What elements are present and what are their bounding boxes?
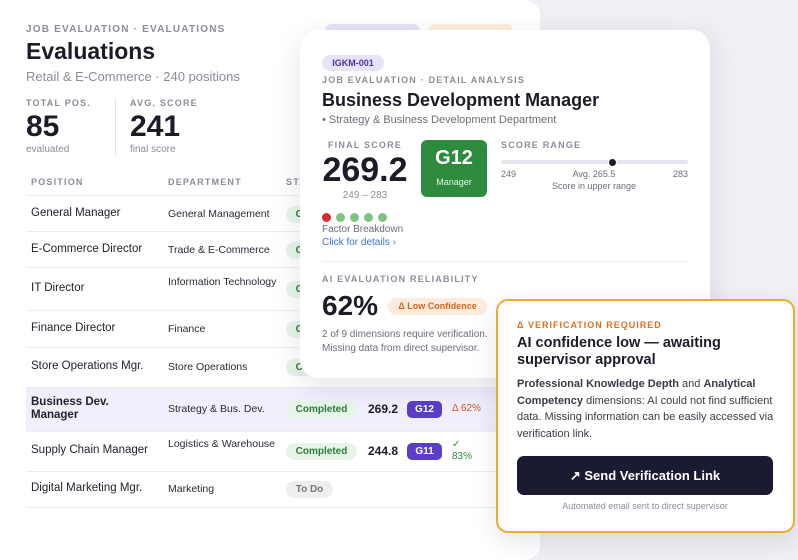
column-header: DEPARTMENT [168,177,242,187]
status-pill: Completed [286,443,357,460]
score: 269.2 [368,402,399,416]
factor-dot [350,213,359,222]
row-divider [26,231,540,232]
factor-label: Factor Breakdown [322,224,404,235]
score-range: 249 – 283 [342,190,388,201]
row-divider [26,507,540,508]
factor-dot [378,213,387,222]
grade-box [421,140,487,197]
grade: G12 [435,147,473,169]
factor-dot [364,213,373,222]
subtitle: Retail & E-Commerce · 240 positions [26,69,240,84]
position: Store Operations Mgr. [31,360,144,372]
verification-title: AI confidence low — awaiting supervisor … [517,335,721,368]
stat-value: 85 [26,110,60,143]
department: Finance [168,322,206,335]
status-pill: Completed [286,401,357,418]
stat-label: TOTAL POS. [26,98,92,108]
range-max: 283 [672,169,688,179]
footnote: Automated email sent to direct superviso… [562,501,728,511]
code-badge: IGKM-001 [322,55,384,71]
grade-name: Manager [436,177,472,187]
row-divider [26,387,540,388]
range-marker [608,158,617,167]
row-divider [26,347,540,348]
range-min: 249 [501,169,517,179]
range-track [501,160,688,164]
breadcrumb: JOB EVALUATION · EVALUATIONS [26,24,226,35]
send-button[interactable]: ↗ Send Verification Link [517,456,773,495]
stat-value: 241 [130,110,181,143]
confidence-badge: Δ Low Confidence [388,298,487,315]
department: Information Technology [168,276,277,288]
range-label: SCORE RANGE [501,140,582,150]
confidence: ✓ 83% [452,439,473,462]
row-divider [26,195,540,196]
reliability: 62% [322,290,379,321]
stat-note: final score [130,144,176,155]
divider [322,261,688,262]
reliability-note: 2 of 9 dimensions require verification. … [322,329,488,354]
row-divider [26,267,540,268]
position: Finance Director [31,322,116,334]
column-header: POSITION [31,177,84,187]
position: IT Director [31,282,85,294]
status-pill: To Do [286,481,333,498]
score-label: FINAL SCORE [327,140,403,150]
department: Logistics & Warehouse [168,438,275,450]
row-divider [26,310,540,311]
position: E-Commerce Director [31,243,143,255]
strong-text: Professional Knowledge Depth [517,378,679,390]
department: General Management [168,207,270,220]
department: Marketing [168,482,215,495]
position: Digital Marketing Mgr. [31,482,143,494]
verification-body: Professional Knowledge Depth and Analyti… [517,376,775,442]
verification-tag: Δ VERIFICATION REQUIRED [517,320,662,330]
divider [115,98,116,156]
grade-badge: G11 [407,443,442,460]
department: Store Operations [168,360,248,373]
stat-note: evaluated [26,144,70,155]
detail-title: Business Development Manager [322,90,600,110]
factor-dot [322,213,331,222]
position: Supply Chain Manager [31,444,148,456]
page-title: Evaluations [26,38,156,64]
final-score: 269.2 [322,151,408,189]
strong-text: Analytical Competency [517,378,756,407]
breadcrumb: JOB EVALUATION · DETAIL ANALYSIS [322,75,526,85]
factor-dot [336,213,345,222]
position: Business Dev. Manager [31,396,109,421]
range-avg: Avg. 265.5 [572,169,616,179]
department: • Strategy & Business Development Depart… [322,114,557,126]
text: and [678,378,704,390]
text: dimensions: AI could not find sufficient… [517,394,774,440]
department: Strategy & Bus. Dev. [168,402,265,415]
department: Trade & E-Commerce [168,243,270,256]
row-divider [26,471,540,472]
factor-link[interactable]: Click for details › [322,237,396,248]
position: General Manager [31,207,121,219]
row-divider [26,431,540,432]
score: 244.8 [368,444,399,458]
row-highlight [26,388,540,431]
grade-badge: G12 [407,401,442,418]
range-note: Score in upper range [551,181,637,191]
confidence: Δ 62% [452,403,481,414]
reliability-label: AI EVALUATION RELIABILITY [322,274,479,284]
stat-label: AVG. SCORE [130,98,198,108]
